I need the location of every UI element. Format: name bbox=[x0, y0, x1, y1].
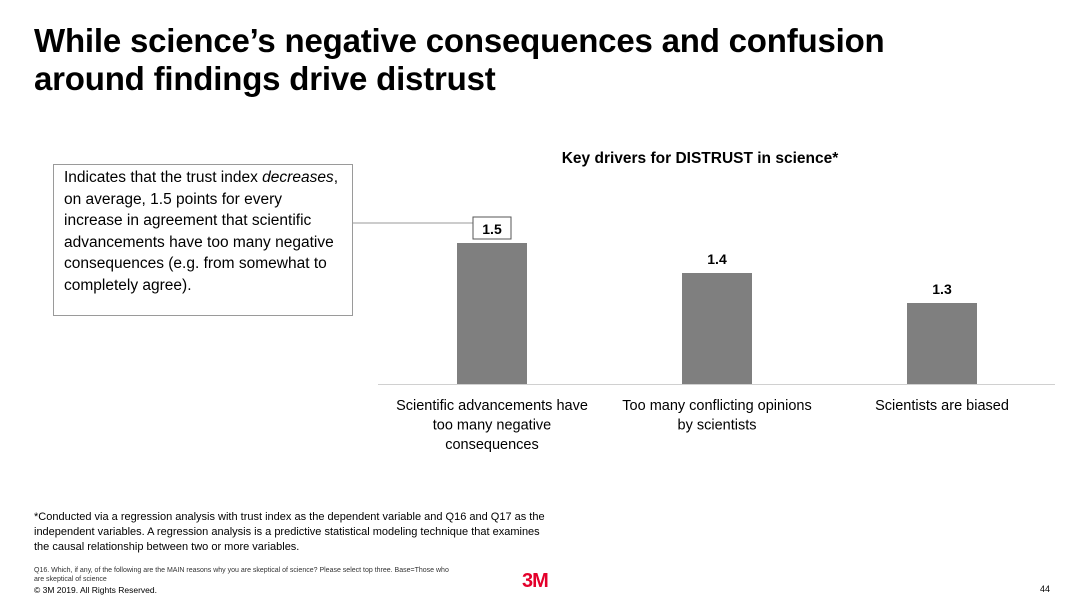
slide-title-line-2: around findings drive distrust bbox=[34, 60, 496, 97]
value-label-2: 1.4 bbox=[707, 251, 727, 267]
callout-text-before: Indicates that the trust index bbox=[64, 169, 263, 186]
callout-emphasis: decreases bbox=[262, 169, 334, 186]
value-label-3: 1.3 bbox=[932, 281, 952, 297]
callout-box: Indicates that the trust index decreases… bbox=[53, 164, 353, 316]
page-number: 44 bbox=[1039, 584, 1050, 594]
footnote: *Conducted via a regression analysis wit… bbox=[34, 511, 545, 553]
category-label-2-line-1: Too many conflicting opinions bbox=[622, 398, 811, 414]
category-label-1-line-3: consequences bbox=[445, 437, 539, 453]
3m-logo: 3M bbox=[522, 570, 549, 592]
copyright: © 3M 2019. All Rights Reserved. bbox=[34, 585, 157, 595]
callout-text-after: , on average, 1.5 points for every incre… bbox=[64, 169, 338, 294]
category-label-2-line-2: by scientists bbox=[678, 418, 757, 434]
question-note: Q16. Which, if any, of the following are… bbox=[34, 567, 449, 583]
bar-2 bbox=[682, 273, 752, 384]
value-label-1: 1.5 bbox=[482, 221, 502, 237]
value-label-box-1 bbox=[472, 216, 512, 240]
bar-3 bbox=[907, 303, 977, 384]
slide-title: While science’s negative consequences an… bbox=[34, 22, 1034, 98]
category-label-3-line-1: Scientists are biased bbox=[875, 398, 1009, 414]
bar-1 bbox=[457, 243, 527, 384]
slide-title-line-1: While science’s negative consequences an… bbox=[34, 22, 885, 59]
category-label-1-line-2: too many negative bbox=[433, 418, 552, 434]
category-label-1-line-1: Scientific advancements have bbox=[396, 398, 588, 414]
chart-title: Key drivers for DISTRUST in science* bbox=[561, 150, 839, 167]
